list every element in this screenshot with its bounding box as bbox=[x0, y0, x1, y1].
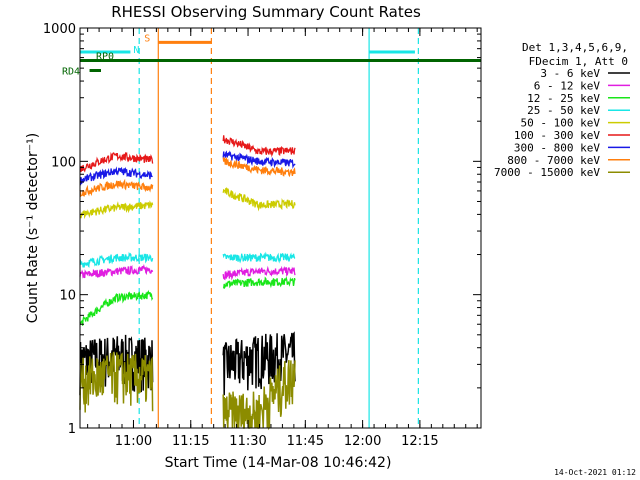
series-line-9-b bbox=[222, 360, 296, 431]
legend-label-1: 3 - 6 keV bbox=[540, 67, 600, 80]
legend-label-7: 300 - 800 keV bbox=[514, 141, 600, 154]
series-line-9-a bbox=[79, 351, 154, 413]
series-line-8-a bbox=[79, 178, 154, 198]
rp0-flag-label: RP0 bbox=[96, 52, 114, 63]
x-tick-label-5: 12:15 bbox=[401, 434, 438, 449]
y-tick-label-2: 100 bbox=[51, 155, 76, 170]
legend: Det 1,3,4,5,6,9, FDecim 1, Att 0 3 - 6 k… bbox=[494, 41, 630, 179]
x-tick-label-1: 11:15 bbox=[172, 434, 209, 449]
legend-label-3: 12 - 25 keV bbox=[527, 92, 600, 105]
series-line-8-b bbox=[222, 157, 296, 178]
x-axis-label: Start Time (14-Mar-08 10:46:42) bbox=[165, 455, 392, 471]
series-line-6-b bbox=[222, 135, 296, 158]
saa-flag-label: S bbox=[144, 33, 150, 44]
series-line-2-b bbox=[222, 265, 296, 281]
legend-label-2: 6 - 12 keV bbox=[534, 79, 601, 92]
legend-label-5: 50 - 100 keV bbox=[521, 117, 601, 130]
axes: 11:00 11:15 11:30 11:45 12:00 12:15 1 10 100 1000 bbox=[43, 22, 482, 449]
night-flag-label: N bbox=[133, 45, 139, 56]
legend-header-line-2: FDecim 1, Att 0 bbox=[529, 55, 628, 68]
series-line-5-b bbox=[222, 187, 296, 212]
x-tick-label-0: 11:00 bbox=[115, 434, 152, 449]
series-line-6-a bbox=[79, 151, 154, 173]
series-line-7-b bbox=[222, 150, 296, 169]
plot-frame bbox=[79, 27, 482, 429]
legend-label-4: 25 - 50 keV bbox=[527, 104, 600, 117]
x-tick-label-3: 11:45 bbox=[287, 434, 324, 449]
series-line-3-a bbox=[79, 289, 154, 326]
series-line-2-a bbox=[79, 264, 154, 279]
footer-date: 14-Oct-2021 01:12 bbox=[554, 468, 636, 477]
series-line-4-b bbox=[222, 251, 296, 264]
x-tick-label-4: 12:00 bbox=[344, 434, 381, 449]
legend-header-line-1: Det 1,3,4,5,6,9, bbox=[522, 41, 628, 54]
chart-title: RHESSI Observing Summary Count Rates bbox=[111, 3, 421, 21]
legend-label-8: 800 - 7000 keV bbox=[507, 154, 600, 167]
y-tick-label-0: 1 bbox=[68, 422, 76, 437]
plot-area: SN RP0 RD4 bbox=[62, 28, 481, 431]
legend-label-9: 7000 - 15000 keV bbox=[494, 166, 600, 179]
series-line-4-a bbox=[79, 251, 154, 268]
y-tick-label-1: 10 bbox=[59, 289, 76, 304]
series-line-7-a bbox=[79, 166, 153, 186]
legend-label-6: 100 - 300 keV bbox=[514, 129, 600, 142]
x-tick-label-2: 11:30 bbox=[229, 434, 266, 449]
series-line-1-b bbox=[222, 331, 296, 396]
series-line-5-a bbox=[79, 200, 154, 220]
y-axis-label: Count Rate (s⁻¹ detector⁻¹) bbox=[25, 133, 41, 323]
series-line-3-b bbox=[222, 275, 296, 290]
y-tick-label-3: 1000 bbox=[43, 22, 76, 37]
rd4-flag-label: RD4 bbox=[62, 67, 80, 78]
